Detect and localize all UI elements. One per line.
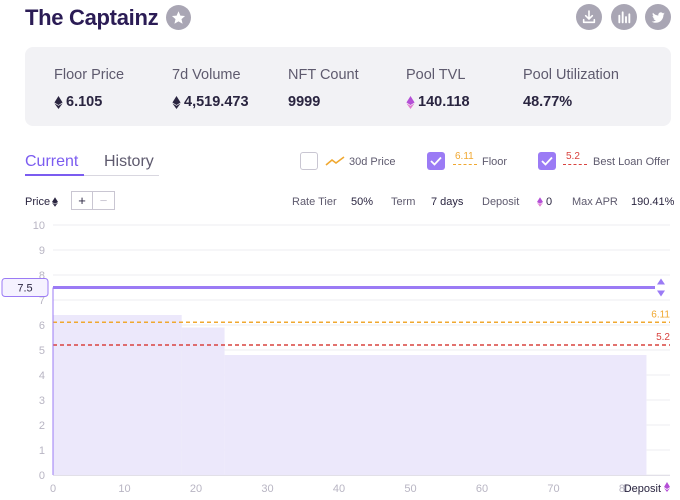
checkbox-best-loan-offer[interactable] [538, 152, 556, 170]
liquidity-step-bar [160, 327, 182, 475]
stat-floor-price: Floor Price 6.105 [54, 66, 124, 111]
star-icon[interactable] [166, 5, 191, 30]
deposit-label: Deposit [482, 196, 520, 208]
liquidity-step-bar [181, 327, 225, 475]
twitter-icon[interactable] [645, 4, 671, 30]
stat-label: Pool TVL [406, 67, 466, 83]
tab-history[interactable]: History [104, 153, 154, 170]
stat-label: Floor Price [54, 67, 125, 83]
eth-icon-purple [664, 482, 670, 492]
legend-floor-value: 6.11 [455, 151, 474, 162]
loan-line-swatch [563, 164, 587, 165]
active-tab-indicator [25, 174, 84, 176]
checkbox-floor[interactable] [427, 152, 445, 170]
stat-label: NFT Count [288, 67, 359, 83]
check-icon [430, 156, 442, 166]
rate-tier-label: Rate Tier [292, 196, 337, 208]
price-cursor-input[interactable] [1, 278, 49, 297]
y-tick-label: 10 [33, 220, 45, 232]
floor-line-label: 6.11 [651, 309, 670, 320]
floor-line-swatch [453, 164, 477, 165]
price-label: Price [25, 196, 51, 208]
x-tick-label: 60 [476, 483, 488, 495]
stat-7d-volume: 7d Volume 4,519.473 [172, 66, 249, 111]
stat-value: 48.77% [523, 94, 573, 110]
eth-icon-purple [537, 197, 543, 207]
collection-header: The Captainz [25, 4, 675, 32]
x-tick-label: 80 [619, 483, 631, 495]
stat-pool-utilization: Pool Utilization 48.77% [523, 66, 619, 111]
stat-nft-count: NFT Count 9999 [288, 66, 359, 111]
legend-floor-label: Floor [482, 156, 508, 168]
deposit-amount: 0 [546, 196, 553, 208]
x-tick-label: 20 [190, 483, 202, 495]
download-icon[interactable] [576, 4, 602, 30]
loan-line-label: 5.2 [656, 332, 670, 343]
y-tick-label: 3 [39, 395, 45, 407]
y-tick-label: 6 [39, 320, 45, 332]
y-tick-label: 9 [39, 245, 45, 257]
drag-handle-icon[interactable] [657, 278, 665, 297]
tab-divider [84, 175, 159, 176]
y-tick-label: 1 [39, 445, 45, 457]
tab-current[interactable]: Current [25, 153, 79, 170]
eth-icon-purple [406, 95, 415, 109]
eth-icon [52, 197, 59, 207]
trend-line-icon [325, 156, 345, 166]
stats-card: Floor Price 6.105 7d Volume 4,519.473 NF… [25, 47, 671, 126]
max-apr-label: Max APR [572, 196, 618, 208]
eth-icon [54, 95, 63, 109]
y-tick-label: 5 [39, 345, 45, 357]
price-cursor-value: 7.5 [17, 283, 32, 295]
x-tick-label: 50 [404, 483, 416, 495]
x-tick-label: 10 [118, 483, 130, 495]
collection-title: The Captainz [25, 5, 159, 30]
y-tick-label: 0 [39, 470, 45, 482]
eth-icon [172, 95, 181, 109]
legend-30d-price-label: 30d Price [349, 156, 396, 168]
rate-tier-value[interactable]: 50% [351, 196, 374, 208]
term-label: Term [391, 196, 416, 208]
price-axis-label: Price [25, 195, 59, 209]
y-tick-label: 4 [39, 370, 45, 382]
max-apr-value: 190.41% [631, 196, 675, 208]
x-tick-label: 0 [50, 483, 56, 495]
zoom-out-button[interactable]: − [93, 191, 115, 210]
x-tick-label: 30 [261, 483, 273, 495]
checkbox-30d-price[interactable] [300, 152, 318, 170]
stat-value: 4,519.473 [184, 94, 249, 110]
y-tick-label: 2 [39, 420, 45, 432]
x-tick-label: 40 [333, 483, 345, 495]
check-icon [541, 156, 553, 166]
stat-value: 9999 [288, 94, 321, 110]
analytics-icon[interactable] [611, 4, 637, 30]
stat-label: 7d Volume [172, 67, 241, 83]
liquidity-step-bar [224, 355, 647, 475]
legend-loan-value: 5.2 [566, 151, 580, 162]
x-tick-label: 70 [547, 483, 559, 495]
stat-pool-tvl: Pool TVL 140.118 [406, 66, 470, 111]
y-tick-label: 8 [39, 270, 45, 282]
deposit-value[interactable]: 0 [537, 195, 552, 209]
stat-value: 6.105 [66, 94, 103, 110]
legend-loan-label: Best Loan Offer [593, 156, 670, 168]
stat-value: 140.118 [418, 94, 470, 110]
stat-label: Pool Utilization [523, 67, 619, 83]
x-axis-label: Deposit [624, 483, 661, 495]
zoom-in-button[interactable]: + [71, 191, 93, 210]
term-value[interactable]: 7 days [431, 196, 464, 208]
y-tick-label: 7 [39, 295, 45, 307]
